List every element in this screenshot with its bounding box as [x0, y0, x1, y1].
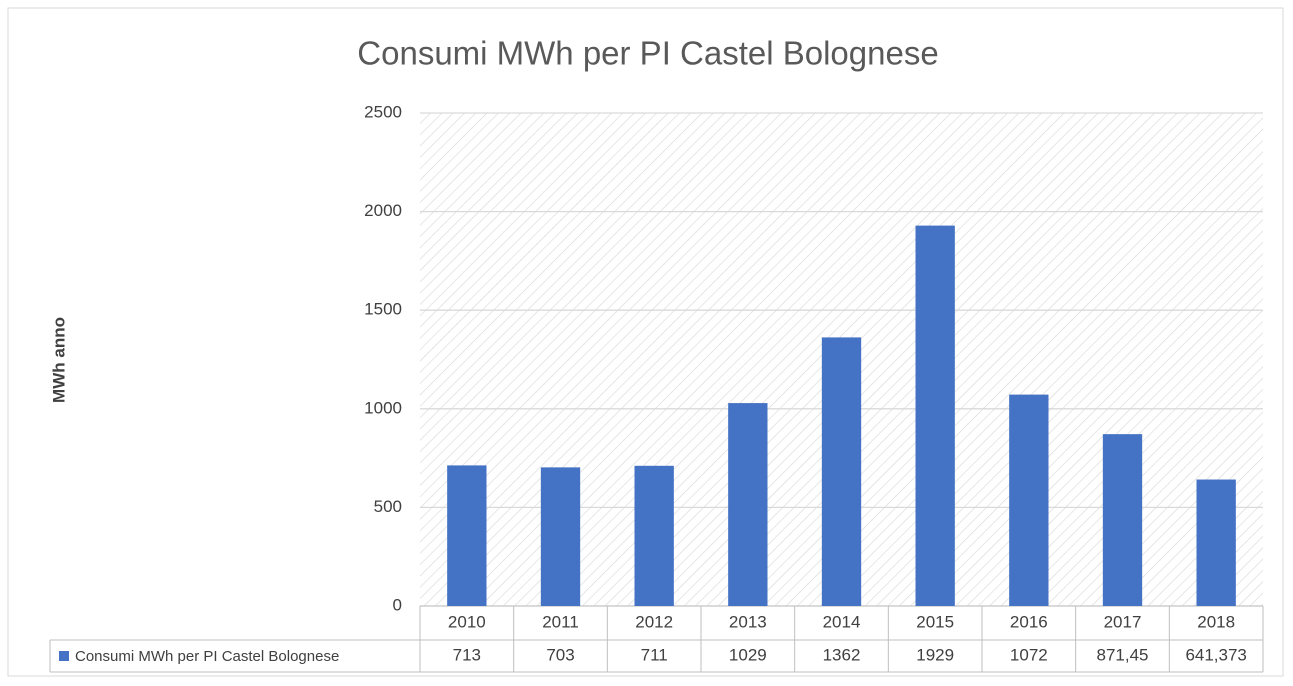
bar	[634, 465, 674, 606]
chart-title: Consumi MWh per PI Castel Bolognese	[357, 35, 938, 72]
x-tick-label: 2014	[823, 612, 861, 631]
y-tick-label: 1500	[364, 300, 402, 319]
y-tick-label: 2500	[364, 102, 402, 121]
bar	[1009, 394, 1049, 606]
x-tick-label: 2011	[542, 612, 579, 631]
table-value: 871,45	[1097, 645, 1149, 664]
y-tick-label: 1000	[364, 398, 402, 417]
legend-label: Consumi MWh per PI Castel Bolognese	[75, 648, 339, 665]
table-value: 1362	[823, 645, 861, 664]
y-tick-label: 500	[374, 497, 402, 516]
table-value: 1029	[729, 645, 767, 664]
x-tick-label: 2010	[448, 612, 486, 631]
table-value: 1072	[1010, 645, 1048, 664]
x-tick-label: 2017	[1104, 612, 1142, 631]
x-tick-label: 2018	[1197, 612, 1235, 631]
x-tick-label: 2015	[916, 612, 954, 631]
table-value: 641,373	[1185, 645, 1246, 664]
y-axis-label: MWh anno	[49, 317, 68, 403]
table-value: 703	[546, 645, 574, 664]
x-tick-label: 2013	[729, 612, 767, 631]
legend-swatch	[59, 651, 69, 661]
bar	[447, 465, 487, 606]
bar	[540, 467, 581, 606]
bar	[821, 337, 862, 606]
x-tick-label: 2016	[1010, 612, 1048, 631]
y-tick-label: 0	[393, 595, 402, 614]
table-value: 713	[453, 645, 481, 664]
bar	[728, 403, 768, 606]
y-tick-label: 2000	[364, 201, 402, 220]
table-value: 711	[641, 645, 668, 664]
bar	[915, 225, 955, 606]
bar	[1196, 479, 1236, 606]
table-value: 1929	[916, 645, 954, 664]
x-tick-label: 2012	[635, 612, 673, 631]
bar	[1102, 434, 1143, 606]
